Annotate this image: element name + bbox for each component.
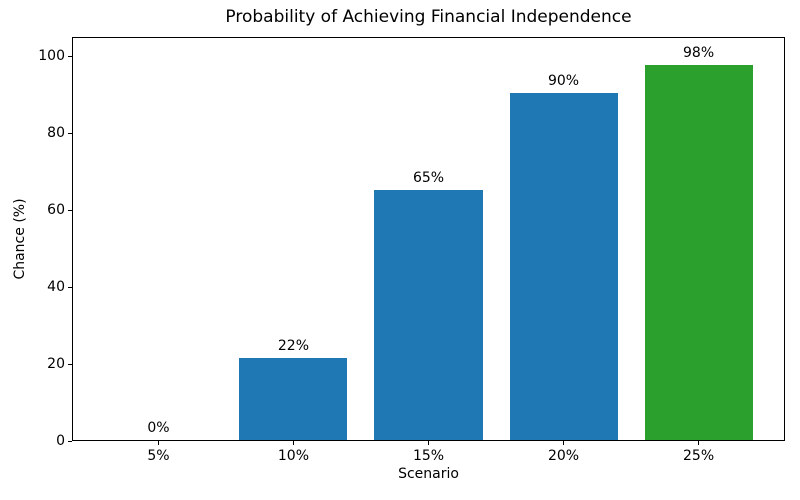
- y-tick-label: 60: [47, 202, 65, 219]
- y-tick-label: 100: [38, 48, 65, 65]
- x-tick-mark: [698, 441, 700, 445]
- y-axis-label: Chance (%): [12, 198, 28, 280]
- y-tick-label: 20: [47, 356, 65, 373]
- x-tick-mark: [428, 441, 429, 445]
- chart-title: Probability of Achieving Financial Indep…: [225, 7, 632, 27]
- bar-10%: [239, 357, 348, 441]
- bar-value-label: 90%: [547, 73, 580, 90]
- bar-value-label: 0%: [147, 419, 170, 436]
- y-tick-mark: [68, 209, 72, 211]
- bar-value-label: 65%: [412, 169, 445, 186]
- y-tick-mark: [68, 55, 72, 57]
- x-tick-mark: [157, 441, 159, 445]
- y-tick-label: 80: [47, 125, 65, 142]
- x-tick-label: 20%: [547, 448, 580, 464]
- y-tick-mark: [68, 440, 72, 442]
- x-tick-label: 10%: [277, 448, 310, 464]
- x-tick-label: 15%: [412, 448, 445, 464]
- x-tick-mark: [563, 441, 565, 445]
- x-tick-label: 25%: [683, 448, 715, 464]
- y-tick-mark: [68, 132, 72, 134]
- bar-20%: [509, 93, 618, 441]
- bar-15%: [374, 189, 483, 441]
- y-tick-label: 0: [56, 433, 65, 449]
- bar-25%: [644, 65, 753, 441]
- bar-value-label: 98%: [683, 45, 715, 62]
- plot-area-border: [72, 37, 785, 441]
- x-axis-label: Scenario: [398, 466, 459, 482]
- x-tick-mark: [292, 441, 294, 445]
- y-tick-mark: [68, 363, 72, 365]
- bar-value-label: 22%: [277, 337, 310, 354]
- x-tick-label: 5%: [147, 448, 170, 464]
- y-tick-mark: [68, 286, 72, 288]
- y-tick-label: 40: [47, 279, 65, 296]
